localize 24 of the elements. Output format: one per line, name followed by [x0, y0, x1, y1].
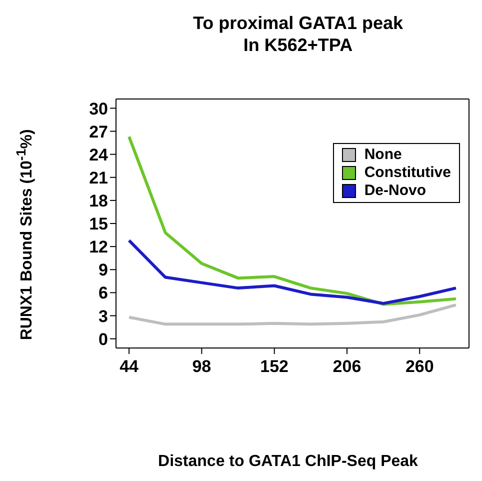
y-tick-label: 12: [89, 238, 108, 257]
line-series: [128, 135, 458, 306]
y-tick-label: 15: [89, 214, 108, 234]
x-tick-label: 44: [120, 357, 140, 376]
y-tick-label: 0: [98, 330, 108, 349]
y-tick-label: 6: [98, 284, 108, 303]
y-tick-label: 24: [89, 145, 109, 164]
x-tick-label: 206: [332, 357, 362, 376]
legend-label: Constitutive: [363, 164, 451, 182]
y-tick-label: 27: [89, 122, 108, 142]
y-tick-label: 9: [98, 260, 108, 280]
y-tick-label: 21: [89, 168, 108, 188]
y-tick-label: 30: [89, 99, 108, 118]
line-series: [128, 303, 458, 326]
x-tick-label: 98: [192, 357, 212, 376]
chart-title: To proximal GATA1 peak In K562+TPA: [192, 12, 404, 56]
x-tick-label: 260: [405, 357, 434, 376]
legend-label: De-Novo: [363, 182, 427, 200]
line-series: [128, 238, 458, 305]
legend-label: None: [363, 146, 403, 164]
y-tick-label: 18: [89, 191, 108, 210]
x-axis-title: Distance to GATA1 ChIP-Seq Peak: [157, 453, 419, 471]
x-tick-label: 152: [260, 357, 289, 376]
y-tick-label: 3: [98, 306, 108, 326]
